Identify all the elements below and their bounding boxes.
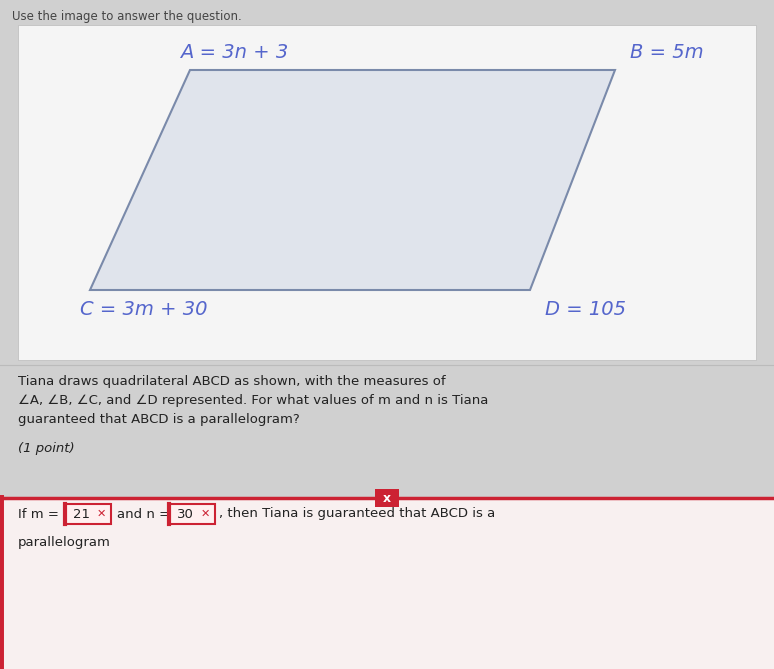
Text: A = 3n + 3: A = 3n + 3	[180, 43, 288, 62]
FancyBboxPatch shape	[375, 489, 399, 507]
Text: (1 point): (1 point)	[18, 442, 74, 455]
Text: ✕: ✕	[200, 509, 210, 519]
Text: B = 5m: B = 5m	[630, 43, 704, 62]
Text: ✕: ✕	[96, 509, 106, 519]
Text: , then Tiana is guaranteed that ABCD is a: , then Tiana is guaranteed that ABCD is …	[219, 508, 495, 520]
Text: D = 105: D = 105	[545, 300, 626, 319]
FancyBboxPatch shape	[65, 504, 111, 524]
Bar	[2, 499, 774, 669]
Text: x: x	[383, 492, 391, 504]
Text: ∠A, ∠B, ∠C, and ∠D represented. For what values of m and n is Tiana: ∠A, ∠B, ∠C, and ∠D represented. For what…	[18, 394, 488, 407]
Bar	[18, 25, 756, 360]
Text: 30: 30	[177, 508, 194, 520]
Polygon shape	[90, 70, 615, 290]
Text: C = 3m + 30: C = 3m + 30	[80, 300, 207, 319]
Text: If m =: If m =	[18, 508, 59, 520]
FancyBboxPatch shape	[169, 504, 215, 524]
Text: guaranteed that ABCD is a parallelogram?: guaranteed that ABCD is a parallelogram?	[18, 413, 300, 426]
Text: parallelogram: parallelogram	[18, 536, 111, 549]
Text: 21: 21	[73, 508, 90, 520]
Text: Use the image to answer the question.: Use the image to answer the question.	[12, 10, 241, 23]
Text: and n =: and n =	[117, 508, 170, 520]
Text: Tiana draws quadrilateral ABCD as shown, with the measures of: Tiana draws quadrilateral ABCD as shown,…	[18, 375, 446, 388]
